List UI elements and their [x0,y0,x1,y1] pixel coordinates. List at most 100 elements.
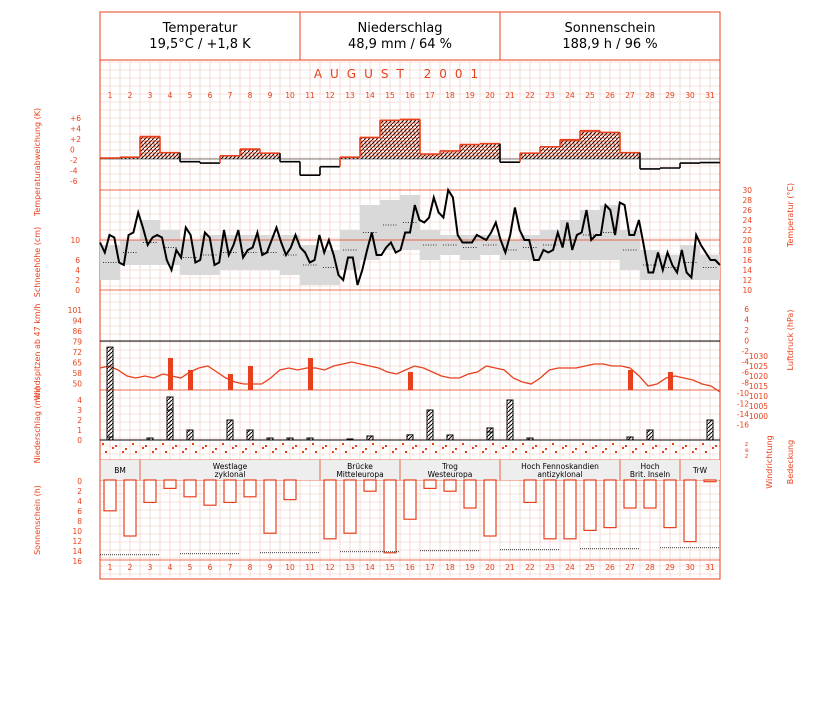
header-sunshine: Sonnenschein 188,9 h / 96 % [500,14,720,59]
pressure-anomaly-tick: -2 [742,347,750,356]
temp-tick-right: 30 [742,186,752,195]
cloud-cover-dot [695,448,697,450]
wind-direction-dot [352,447,354,449]
precip-bar [646,429,654,441]
pressure-tick: 1015 [749,382,768,391]
wind-direction-dot [182,451,184,453]
wind-direction-dot [142,447,144,449]
day-label-top: 12 [325,91,335,100]
wind-direction-dot [322,447,324,449]
precip-bar [226,419,234,441]
sunshine-tick: 0 [77,477,82,486]
wind-direction-dot [702,443,704,445]
cloud-cover-dot [555,451,557,453]
weather-type-label: antizyklonal [537,470,582,479]
day-label-top: 14 [365,91,375,100]
wind-direction-dot [192,443,194,445]
sunshine-bar [443,479,457,492]
cloud-cover-dot [165,451,167,453]
sunshine-tick: 14 [72,547,82,556]
snow-tick-left: 10 [70,236,80,245]
anomaly-axis-label: Temperaturabweichung (K) [33,108,42,217]
wind-tick: 94 [72,317,82,326]
day-label-bottom: 28 [645,563,655,572]
sunshine-bar [263,479,277,534]
pressure-tick: 1000 [749,412,768,421]
weather-type-label: zyklonal [215,470,246,479]
day-label-top: 16 [405,91,415,100]
pressure-tick: 1010 [749,392,768,401]
cloud-cover-dot [665,448,667,450]
sunshine-tick: 4 [77,497,82,506]
cloud-cover-dot [465,451,467,453]
wind-direction-dot [452,451,454,453]
day-label-bottom: 10 [285,563,295,572]
cloud-cover-dot [285,451,287,453]
wind-gust-bar [106,346,114,441]
wind-direction-dot [542,451,544,453]
sunshine-tick: 2 [77,487,82,496]
pressure-red-bar [188,370,193,390]
header-precipitation: Niederschlag 48,9 mm / 64 % [300,14,500,59]
precip-bar [186,429,194,441]
pressure-anomaly-tick: -14 [737,410,749,419]
sunshine-bar [403,479,417,520]
wind-direction-dot [172,447,174,449]
cloud-cover-dot [305,448,307,450]
day-label-bottom: 4 [168,563,173,572]
wind-direction-dot [382,447,384,449]
wind-direction-dot [562,447,564,449]
weather-type-label: Mitteleuropa [336,470,383,479]
header-temperature-title: Temperatur [162,21,238,36]
wind-tick: 79 [72,338,82,347]
wind-direction-dot [202,447,204,449]
cloud-cover-dot [605,448,607,450]
anomaly-bar [220,155,240,159]
temp-tick-right: 14 [742,266,752,275]
cloud-cover-dot [325,445,327,447]
day-label-bottom: 31 [705,563,715,572]
wind-direction-dot [392,451,394,453]
wind-direction-dot [242,451,244,453]
day-label-bottom: 17 [425,563,435,572]
cloud-cover-dot [515,448,517,450]
day-label-bottom: 9 [268,563,273,572]
wind-direction-dot [552,443,554,445]
day-label-top: 18 [445,91,455,100]
cloud-cover-dot [435,451,437,453]
day-label-bottom: 18 [445,563,455,572]
pressure-anomaly-tick: -8 [742,379,750,388]
day-label-top: 25 [585,91,595,100]
sunshine-tick: 16 [72,557,82,566]
weather-type-label: Westlage [213,462,248,471]
temp-range-band [260,235,280,270]
weather-type-label: Hoch Fennoskandien [521,462,599,471]
sunshine-bar [463,479,477,509]
cloud-cover-dot [275,448,277,450]
temperature-line [99,187,721,286]
sunshine-bar [483,479,497,537]
wind-tick: 72 [72,348,82,357]
day-label-top: 4 [168,91,173,100]
cloud-cover-dot [215,448,217,450]
day-label-bottom: 19 [465,563,475,572]
cloud-cover-dot [295,445,297,447]
wind-direction-dot [612,443,614,445]
wind-direction-dot [522,443,524,445]
day-label-top: 10 [285,91,295,100]
temp-range-band [280,235,300,275]
wind-direction-dot [332,451,334,453]
wind-direction-dot [422,451,424,453]
wind-direction-dot [642,443,644,445]
day-label-top: 3 [148,91,153,100]
precip-tick: 2 [77,416,82,425]
weather-type-label: Westeuropa [428,470,473,479]
temp-tick-right: 24 [742,216,752,225]
cloud-cover-dot [195,451,197,453]
wind-direction-dot [222,443,224,445]
temp-range-band [460,235,480,260]
cloud-cover-dot [115,445,117,447]
snow-axis-label: Schneehöhe (cm) [33,227,42,297]
cloud-cover-dot [615,451,617,453]
cloud-cover-dot [545,448,547,450]
